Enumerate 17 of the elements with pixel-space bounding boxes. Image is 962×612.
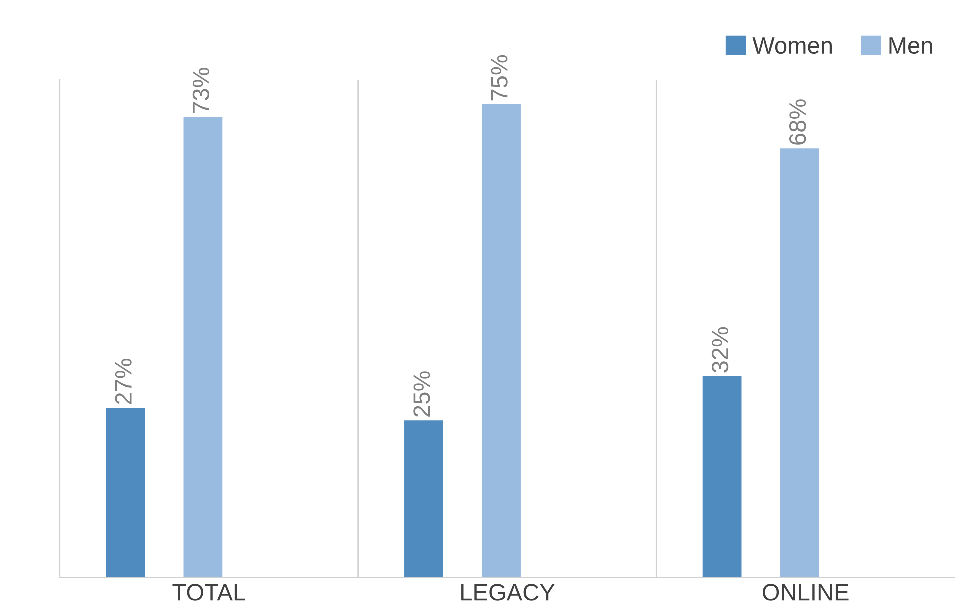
legend-label: Women	[752, 38, 832, 54]
data-label: 25%	[414, 372, 430, 417]
legend-label: Men	[890, 38, 932, 54]
data-label: 32%	[712, 327, 729, 373]
x-tick-label: TOTAL	[172, 584, 246, 601]
x-tick-label: LEGACY	[462, 584, 555, 601]
data-label: 75%	[491, 55, 508, 101]
data-label: 27%	[115, 358, 132, 404]
data-label: 68%	[789, 100, 806, 145]
bar	[182, 116, 224, 578]
bar	[779, 147, 821, 578]
bar	[701, 374, 744, 578]
bar	[480, 103, 522, 578]
bar	[403, 419, 445, 578]
x-tick-label: ONLINE	[763, 584, 849, 601]
bar	[104, 406, 146, 578]
data-label: 73%	[192, 68, 210, 114]
